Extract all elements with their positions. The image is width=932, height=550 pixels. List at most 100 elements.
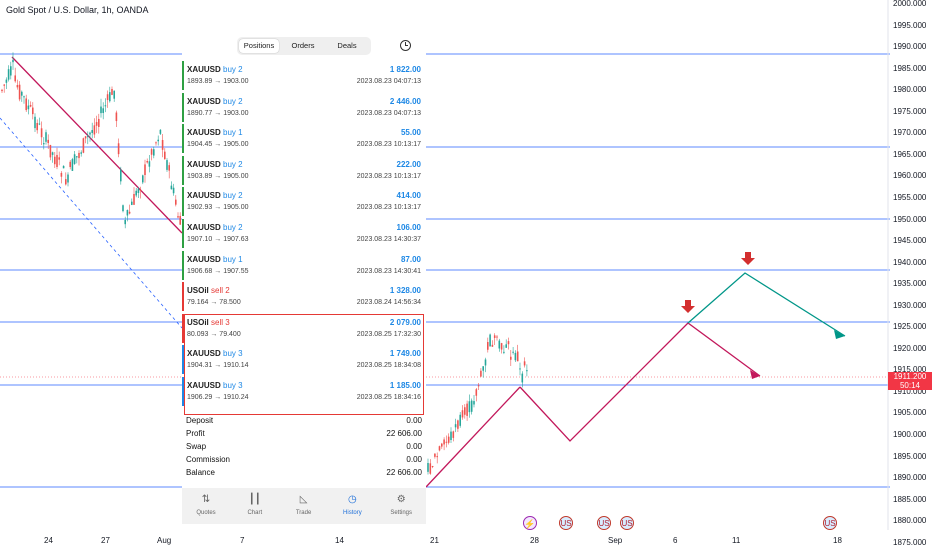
tab-deals[interactable]: Deals: [337, 41, 357, 50]
deal-side: buy 1: [223, 254, 243, 264]
candle-body: [487, 342, 489, 350]
deal-row[interactable]: XAUUSD buy 2 106.00 1907.10 → 1907.63 2023.…: [182, 218, 426, 249]
price-axis-label: 1980.000: [893, 85, 927, 95]
candle-body: [40, 128, 43, 138]
candle-body: [447, 436, 450, 443]
deal-side-bar: [182, 92, 184, 122]
candle-body: [93, 125, 96, 135]
candle-body: [29, 104, 32, 107]
deal-prices: 1904.31 → 1910.14: [187, 362, 249, 370]
candle-body: [100, 106, 102, 114]
candle-body: [473, 401, 475, 405]
deal-row[interactable]: USOil sell 2 1 328.00 79.164 → 78.500 2023.…: [182, 281, 426, 312]
summary-label: Commission: [186, 455, 231, 464]
deal-row[interactable]: XAUUSD buy 2 1 822.00 1893.89 → 1903.00 202…: [182, 60, 426, 91]
deal-row[interactable]: XAUUSD buy 2 414.00 1902.93 → 1905.00 2023.…: [182, 186, 426, 217]
candle-body: [142, 175, 144, 183]
date-axis-label: 21: [430, 536, 439, 545]
candle-body: [443, 439, 445, 445]
deal-time: 2023.08.23 10:13:17: [356, 172, 421, 180]
deal-profit: 1 822.00: [389, 65, 421, 74]
deal-side: buy 2: [223, 191, 243, 201]
us-flag-icon[interactable]: US: [559, 516, 573, 530]
deal-row[interactable]: XAUUSD buy 2 2 446.00 1890.77 → 1903.00 202…: [182, 92, 426, 123]
candle-body: [170, 185, 173, 190]
deal-profit: 55.00: [400, 128, 421, 138]
deal-symbol: XAUUSD buy 2: [187, 223, 243, 232]
candles-icon: ┃┃: [248, 494, 261, 505]
arrow-head: [750, 370, 760, 379]
deal-time: 2023.08.25 18:34:16: [356, 394, 421, 401]
nav-trade[interactable]: ◺ Trade: [280, 488, 328, 524]
candle-body: [102, 108, 104, 113]
deal-side: buy 1: [223, 128, 243, 138]
candle-body: [115, 112, 118, 122]
highlight-box: [184, 314, 424, 415]
deal-symbol-name: XAUUSD: [187, 159, 221, 169]
candle-body: [21, 91, 23, 96]
deal-prices: 1890.77 → 1903.00: [187, 109, 249, 117]
candle-body: [51, 152, 54, 155]
candle-body: [516, 351, 519, 362]
price-axis-label: 1910.000: [893, 386, 927, 396]
history-icon: ◷: [348, 494, 357, 505]
candle-body: [441, 443, 443, 447]
lightning-icon[interactable]: ⚡: [523, 516, 537, 530]
candle-body: [84, 136, 87, 139]
deal-symbol: XAUUSD buy 2: [187, 191, 243, 200]
deal-row[interactable]: XAUUSD buy 2 222.00 1903.89 → 1905.00 2023.…: [182, 155, 426, 186]
deal-side: buy 2: [223, 96, 243, 106]
tab-orders[interactable]: Orders: [291, 41, 315, 50]
date-axis-label: Aug: [157, 536, 172, 545]
candle-body: [128, 211, 131, 214]
candle-body: [464, 407, 466, 415]
deal-row[interactable]: XAUUSD buy 1 87.00 1906.68 → 1907.55 2023.0…: [182, 250, 426, 281]
tab-positions[interactable]: Positions: [239, 39, 279, 53]
deal-prices: 1893.89 → 1903.00: [187, 78, 249, 85]
clock-icon[interactable]: [400, 40, 411, 51]
date-axis-label: 14: [335, 536, 344, 545]
deal-row[interactable]: XAUUSD buy 3 1 749.00 1904.31 → 1910.14 202…: [182, 344, 426, 375]
date-axis-label: 11: [732, 536, 741, 545]
candle-body: [32, 107, 34, 115]
candle-body: [62, 165, 65, 169]
us-flag-icon[interactable]: US: [620, 516, 634, 530]
deal-prices: 80.093 → 79.400: [187, 330, 241, 338]
quotes-icon: ⇅: [201, 494, 211, 505]
price-axis-label: 1945.000: [893, 236, 927, 246]
nav-settings[interactable]: ⚙ Settings: [377, 488, 425, 524]
deal-row[interactable]: USOil sell 3 2 079.00 80.093 → 79.400 2023.…: [182, 313, 426, 344]
candle-body: [480, 370, 482, 377]
nav-quotes[interactable]: ⇅ Quotes: [182, 488, 230, 524]
deal-side-bar: [182, 187, 184, 217]
price-axis-label: 1940.000: [893, 257, 927, 267]
deal-symbol: XAUUSD buy 2: [187, 65, 243, 74]
date-axis-label: 7: [240, 536, 245, 545]
deal-profit: 2 446.00: [389, 96, 421, 106]
candle-body: [67, 174, 69, 183]
deal-row[interactable]: XAUUSD buy 3 1 185.00 1906.29 → 1910.24 202…: [182, 376, 426, 407]
us-flag-icon[interactable]: US: [823, 516, 837, 530]
candle-body: [500, 343, 503, 350]
date-axis-label: 24: [44, 536, 53, 545]
candle-body: [157, 139, 159, 142]
candle-body: [47, 139, 49, 144]
candle-body: [111, 89, 113, 95]
nav-history[interactable]: ◷ History: [328, 488, 376, 524]
price-axis-label: 1955.000: [893, 192, 927, 202]
deal-side: sell 3: [211, 317, 230, 327]
deal-side: buy 2: [223, 159, 243, 169]
deal-symbol: XAUUSD buy 2: [187, 160, 243, 169]
current-price-tag: 1911.200 50:14: [888, 372, 932, 390]
candle-body: [95, 122, 98, 126]
date-axis-label: 27: [101, 536, 110, 545]
candle-body: [109, 92, 111, 102]
deal-side-bar: [182, 313, 184, 343]
candle-body: [429, 463, 432, 474]
down-arrow-icon: [741, 252, 755, 265]
us-flag-icon[interactable]: US: [597, 516, 611, 530]
date-axis-label: 28: [530, 536, 539, 545]
nav-chart[interactable]: ┃┃ Chart: [231, 488, 279, 524]
deal-row[interactable]: XAUUSD buy 1 55.00 1904.45 → 1905.00 2023.0…: [182, 123, 426, 154]
